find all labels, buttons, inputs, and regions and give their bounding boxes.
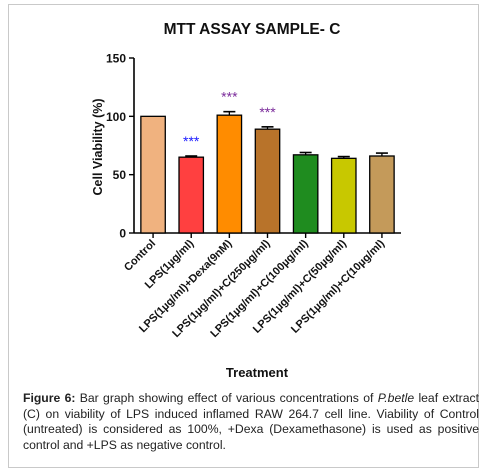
- bar: [216, 114, 243, 234]
- figure-caption: Figure 6: Bar graph showing effect of va…: [23, 391, 479, 453]
- caption-text-2: leaf extract (C) on viability of LPS ind…: [23, 391, 479, 452]
- bar-chart: MTT ASSAY SAMPLE- C 050100150ControlLPS(…: [91, 21, 401, 380]
- y-tick-label: 150: [106, 52, 126, 66]
- bar: [292, 154, 319, 234]
- significance-marker: ***: [183, 133, 200, 149]
- bar: [140, 115, 166, 234]
- bar: [330, 157, 357, 234]
- caption-text-1: Bar graph showing effect of various conc…: [75, 391, 378, 405]
- caption-species: P.betle: [377, 391, 415, 405]
- significance-marker: ***: [221, 89, 238, 105]
- bar: [254, 128, 281, 234]
- y-axis-label: Cell Viability (%): [91, 98, 105, 195]
- caption-label: Figure 6:: [23, 391, 76, 405]
- plot-area: 050100150ControlLPS(1µg/ml)LPS(1µg/ml)+D…: [106, 52, 401, 340]
- y-tick-label: 50: [113, 168, 127, 182]
- x-axis-label: Treatment: [226, 365, 289, 380]
- x-tick-label: Control: [122, 238, 158, 274]
- bar: [369, 155, 395, 234]
- y-tick-label: 0: [119, 227, 126, 241]
- bar: [178, 156, 205, 234]
- chart-title: MTT ASSAY SAMPLE- C: [164, 21, 341, 38]
- figure-frame: MTT ASSAY SAMPLE- C 0 50 100 150 Control LPS(…: [8, 4, 479, 468]
- significance-marker: ***: [259, 104, 276, 120]
- y-tick-label: 100: [106, 110, 126, 124]
